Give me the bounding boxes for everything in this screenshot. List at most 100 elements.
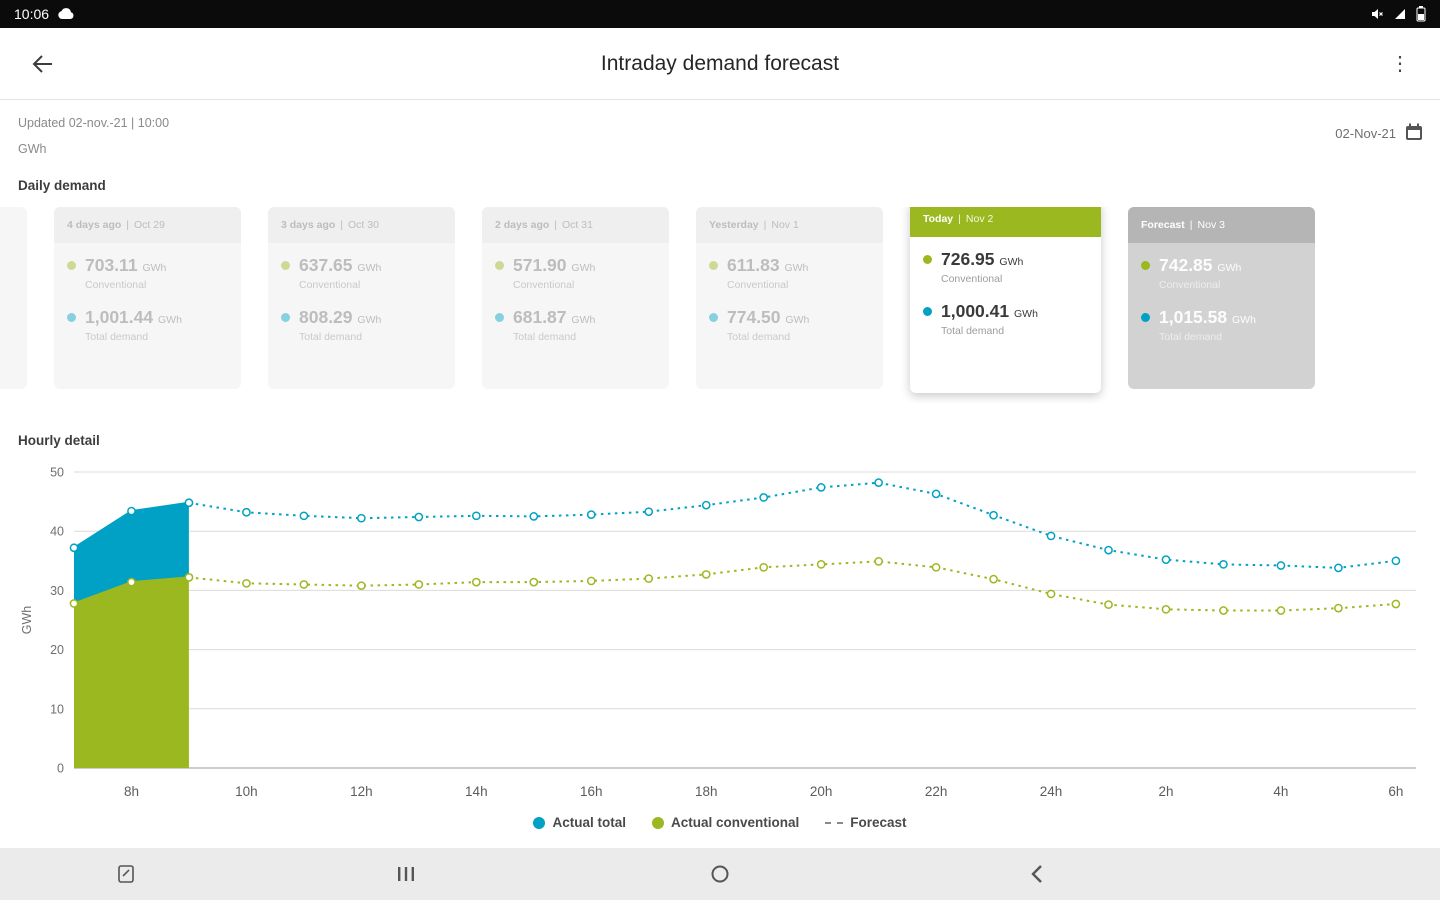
conventional-unit: GWh (784, 262, 809, 274)
total-label: Total demand (727, 331, 791, 343)
selected-date: 02-Nov-21 (1335, 126, 1396, 141)
legend-actual-conventional: Actual conventional (651, 815, 799, 830)
total-row: 1,000.41 GWh Total demand (923, 301, 1088, 337)
total-value: 1,001.44 (85, 307, 154, 327)
conventional-value: 611.83 (727, 255, 780, 275)
conventional-dot-icon (923, 255, 932, 264)
svg-text:24h: 24h (1040, 784, 1063, 799)
total-label: Total demand (1159, 331, 1223, 343)
daily-demand-card[interactable]: Today | Nov 2 726.95 GWh Conventional 1,… (910, 207, 1101, 393)
conventional-unit: GWh (357, 262, 382, 274)
total-dot-icon (281, 313, 290, 322)
svg-text:20h: 20h (810, 784, 833, 799)
card-header: 3 days ago | Oct 30 (268, 207, 455, 243)
meta-row: Updated 02-nov.-21 | 10:00 GWh 02-Nov-21 (0, 100, 1440, 156)
card-body: 703.11 GWh Conventional 1,001.44 GWh Tot… (54, 243, 241, 343)
total-value: 681.87 (513, 307, 567, 327)
total-label: Total demand (513, 331, 577, 343)
daily-demand-card[interactable]: 3 days ago | Oct 30 637.65 GWh Conventio… (268, 207, 455, 389)
total-unit: GWh (357, 314, 382, 326)
svg-text:22h: 22h (925, 784, 948, 799)
conventional-row: 742.85 GWh Conventional (1141, 255, 1302, 291)
card-body: 726.95 GWh Conventional 1,000.41 GWh Tot… (910, 237, 1101, 337)
total-unit: GWh (158, 314, 182, 326)
card-header: Today | Nov 2 (910, 207, 1101, 237)
conventional-dot-icon (495, 261, 504, 270)
svg-text:40: 40 (50, 525, 64, 539)
conventional-dot-icon (281, 261, 290, 270)
conventional-label: Conventional (299, 279, 361, 291)
card-separator: | (1189, 219, 1193, 231)
home-icon[interactable] (690, 848, 750, 900)
conventional-unit: GWh (571, 262, 596, 274)
overflow-menu-button[interactable]: ⋮ (1390, 53, 1410, 75)
svg-text:8h: 8h (124, 784, 139, 799)
conventional-dot-icon (709, 261, 718, 270)
card-title: 4 days ago (67, 219, 122, 231)
total-label: Total demand (85, 331, 149, 343)
daily-demand-card[interactable]: Yesterday | Nov 1 611.83 GWh Conventiona… (696, 207, 883, 389)
total-unit: GWh (571, 314, 596, 326)
card-header: 2 days ago | Oct 31 (482, 207, 669, 243)
mute-icon (1370, 7, 1384, 21)
svg-text:30: 30 (50, 584, 64, 598)
svg-text:12h: 12h (350, 784, 373, 799)
legend-forecast-label: Forecast (850, 815, 907, 830)
android-nav-bar (0, 848, 1440, 900)
date-picker[interactable]: 02-Nov-21 (1335, 122, 1424, 145)
nav-back-icon[interactable] (1007, 848, 1067, 900)
hourly-detail-title: Hourly detail (18, 433, 100, 448)
total-dot-icon (709, 313, 718, 322)
total-dot-icon (67, 313, 76, 322)
card-date: Nov 3 (1197, 219, 1225, 231)
svg-text:2h: 2h (1158, 784, 1173, 799)
legend-forecast: Forecast (825, 815, 907, 830)
conventional-value: 742.85 (1159, 255, 1213, 275)
conventional-label: Conventional (1159, 279, 1221, 291)
conventional-label: Conventional (941, 273, 1003, 285)
conventional-label: Conventional (727, 279, 789, 291)
conventional-row: 726.95 GWh Conventional (923, 249, 1088, 285)
daily-demand-card[interactable]: 4 days ago | Oct 29 703.11 GWh Conventio… (54, 207, 241, 389)
conventional-row: 703.11 GWh Conventional (67, 255, 228, 291)
actual-total-dot-icon (533, 816, 546, 829)
weather-cloud-icon (57, 8, 75, 20)
card-date: Nov 2 (965, 213, 994, 225)
conventional-value: 726.95 (941, 249, 995, 269)
card-separator: | (554, 219, 558, 231)
back-button[interactable] (22, 44, 62, 84)
status-bar: 10:06 (0, 0, 1440, 28)
total-dot-icon (1141, 313, 1150, 322)
total-dot-icon (923, 307, 932, 316)
conventional-unit: GWh (1217, 262, 1242, 274)
daily-demand-card-partial[interactable] (0, 207, 27, 389)
card-title: Today (923, 213, 954, 225)
conventional-label: Conventional (85, 279, 147, 291)
svg-text:20: 20 (50, 643, 64, 657)
total-value: 808.29 (299, 307, 353, 327)
svg-text:GWh: GWh (20, 606, 34, 635)
forecast-dash-icon (825, 821, 844, 824)
conventional-row: 637.65 GWh Conventional (281, 255, 442, 291)
total-unit: GWh (785, 314, 810, 326)
battery-icon (1416, 6, 1426, 22)
total-value: 774.50 (727, 307, 781, 327)
total-label: Total demand (941, 325, 1005, 337)
card-header: Forecast | Nov 3 (1128, 207, 1315, 243)
card-date: Oct 31 (562, 219, 593, 231)
recents-icon[interactable] (376, 848, 436, 900)
svg-text:0: 0 (57, 762, 64, 776)
calendar-icon (1404, 122, 1424, 145)
total-value: 1,015.58 (1159, 307, 1228, 327)
card-title: Forecast (1141, 219, 1185, 231)
svg-text:6h: 6h (1388, 784, 1403, 799)
total-unit: GWh (1014, 308, 1038, 320)
daily-demand-card[interactable]: 2 days ago | Oct 31 571.90 GWh Conventio… (482, 207, 669, 389)
svg-text:4h: 4h (1273, 784, 1288, 799)
svg-text:14h: 14h (465, 784, 488, 799)
updated-timestamp: Updated 02-nov.-21 | 10:00 (18, 116, 170, 130)
svg-text:50: 50 (50, 466, 64, 480)
daily-demand-card[interactable]: Forecast | Nov 3 742.85 GWh Conventional… (1128, 207, 1315, 389)
actual-conventional-dot-icon (651, 816, 664, 829)
screen-capture-icon[interactable] (96, 848, 156, 900)
